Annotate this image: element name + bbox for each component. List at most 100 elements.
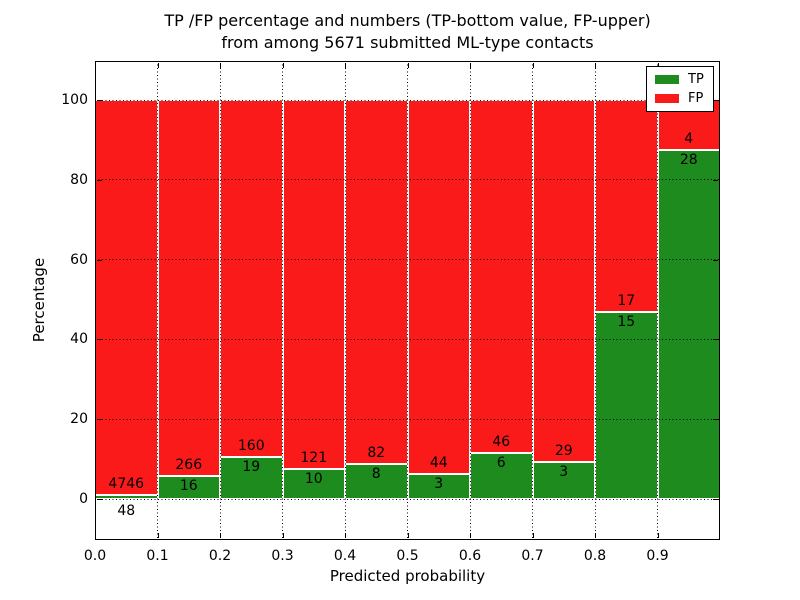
- x-tick-mark: [657, 63, 659, 68]
- x-tick-label: 0.5: [396, 548, 419, 564]
- x-tick-mark: [532, 533, 534, 538]
- gridline-vertical: [219, 61, 221, 540]
- x-tick-label: 0.4: [333, 548, 357, 564]
- x-tick-label: 0.8: [583, 548, 607, 564]
- gridline-vertical: [532, 61, 533, 540]
- y-tick-label: 20: [70, 411, 88, 428]
- bar-label-tp: 8: [371, 465, 381, 482]
- bar-label-tp: 6: [496, 454, 506, 471]
- bar-label-tp: 10: [304, 470, 323, 487]
- bar-segment-fp: [345, 100, 408, 464]
- x-tick-mark: [345, 533, 346, 538]
- x-tick-label: 0.1: [146, 548, 169, 564]
- y-tick-label: 40: [70, 331, 88, 348]
- y-axis-title: Percentage: [30, 257, 48, 343]
- bar-segment-fp: [470, 100, 533, 453]
- chart-title-line1: TP /FP percentage and numbers (TP-bottom…: [164, 11, 651, 30]
- x-tick-mark: [470, 533, 471, 538]
- y-tick-label: 80: [70, 171, 88, 188]
- plot-area: [95, 61, 720, 540]
- bar-segment-tp: [282, 468, 345, 499]
- y-tick-mark: [713, 499, 718, 500]
- x-tick-mark: [657, 533, 659, 538]
- x-tick-mark: [595, 533, 596, 538]
- x-axis-title: Predicted probability: [329, 567, 486, 585]
- y-tick-mark: [713, 100, 718, 101]
- legend-label-fp: FP: [688, 90, 704, 106]
- bar-label-tp: 28: [679, 151, 698, 168]
- bar-segment-tp: [595, 311, 658, 499]
- gridline-vertical: [657, 61, 658, 540]
- gridline-horizontal: [95, 259, 720, 261]
- legend-entry-fp: FP: [647, 91, 713, 106]
- bar-label-fp: 160: [237, 437, 265, 454]
- x-tick-label: 0.7: [521, 548, 544, 564]
- x-tick-mark: [407, 63, 409, 68]
- bar-label-tp: 3: [559, 463, 569, 480]
- bar-segment-tp: [532, 461, 595, 499]
- bar-label-fp: 29: [554, 442, 573, 459]
- legend-entry-tp: TP: [647, 72, 713, 87]
- y-tick-mark: [97, 179, 102, 181]
- bar-label-tp: 16: [179, 478, 198, 495]
- legend-swatch-tp-icon: [655, 75, 679, 85]
- bar-label-fp: 44: [429, 454, 448, 471]
- y-tick-mark: [97, 259, 102, 261]
- legend: TP FP: [646, 66, 714, 112]
- gridline-horizontal: [95, 418, 720, 420]
- bar-label-tp: 3: [434, 475, 444, 492]
- bar-label-fp: 4746: [108, 476, 145, 492]
- x-tick-mark: [532, 63, 534, 68]
- y-tick-mark: [97, 100, 102, 101]
- gridline-horizontal: [95, 99, 720, 101]
- y-tick-mark: [713, 419, 718, 421]
- x-tick-mark: [282, 533, 284, 538]
- bar-label-tp: 19: [242, 458, 261, 475]
- bar-label-fp: 121: [300, 449, 328, 466]
- chart-title: TP /FP percentage and numbers (TP-bottom…: [95, 10, 720, 54]
- y-tick-mark: [713, 259, 718, 261]
- bar-label-fp: 266: [175, 457, 203, 474]
- x-tick-mark: [470, 63, 471, 68]
- y-tick-label: 0: [79, 491, 88, 507]
- x-tick-mark: [220, 63, 221, 68]
- y-tick-mark: [713, 179, 718, 181]
- y-tick-mark: [713, 339, 718, 341]
- gridline-horizontal: [95, 498, 720, 500]
- legend-swatch-fp-icon: [655, 93, 679, 103]
- bar-label-fp: 4: [684, 130, 694, 147]
- bar-label-fp: 82: [367, 444, 386, 461]
- x-tick-mark: [157, 533, 159, 538]
- gridline-vertical: [469, 61, 471, 540]
- legend-label-tp: TP: [688, 72, 704, 88]
- x-tick-mark: [282, 63, 284, 68]
- bar-label-fp: 46: [492, 433, 511, 450]
- x-tick-mark: [220, 533, 221, 538]
- y-tick-mark: [97, 339, 102, 341]
- gridline-vertical: [282, 61, 283, 540]
- x-tick-mark: [345, 63, 346, 68]
- bar-label-tp: 48: [117, 503, 136, 519]
- gridline-vertical: [344, 61, 346, 540]
- chart-title-line2: from among 5671 submitted ML-type contac…: [221, 33, 594, 52]
- x-tick-label: 0.2: [208, 548, 232, 564]
- gridline-horizontal: [95, 179, 720, 181]
- y-tick-label: 100: [61, 92, 88, 108]
- x-tick-label: 0.3: [271, 548, 294, 564]
- bar-segment-fp: [595, 100, 658, 312]
- gridline-horizontal: [95, 338, 720, 340]
- x-tick-mark: [95, 533, 96, 538]
- x-tick-label: 0.6: [458, 548, 482, 564]
- gridline-vertical: [157, 61, 158, 540]
- bar-label-fp: 17: [617, 292, 636, 309]
- bar-segment-fp: [282, 100, 345, 469]
- bar-label-tp: 15: [617, 313, 636, 330]
- y-tick-label: 60: [70, 251, 88, 268]
- x-tick-label: 0.9: [646, 548, 669, 564]
- y-tick-mark: [97, 499, 102, 500]
- x-tick-mark: [407, 533, 409, 538]
- y-tick-mark: [97, 419, 102, 421]
- gridline-vertical: [407, 61, 408, 540]
- bar-segment-tp: [470, 452, 533, 499]
